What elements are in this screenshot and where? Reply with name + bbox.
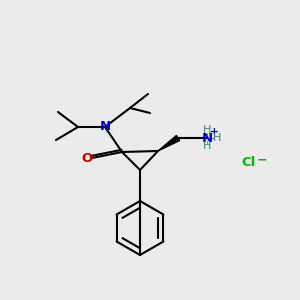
Text: N: N (201, 131, 213, 145)
Polygon shape (158, 136, 180, 151)
Text: H: H (213, 133, 221, 143)
Text: +: + (210, 127, 218, 137)
Text: N: N (99, 121, 111, 134)
Text: H: H (203, 141, 211, 151)
Text: O: O (81, 152, 93, 164)
Text: −: − (257, 154, 267, 166)
Text: Cl: Cl (241, 157, 255, 169)
Text: H: H (203, 125, 211, 135)
